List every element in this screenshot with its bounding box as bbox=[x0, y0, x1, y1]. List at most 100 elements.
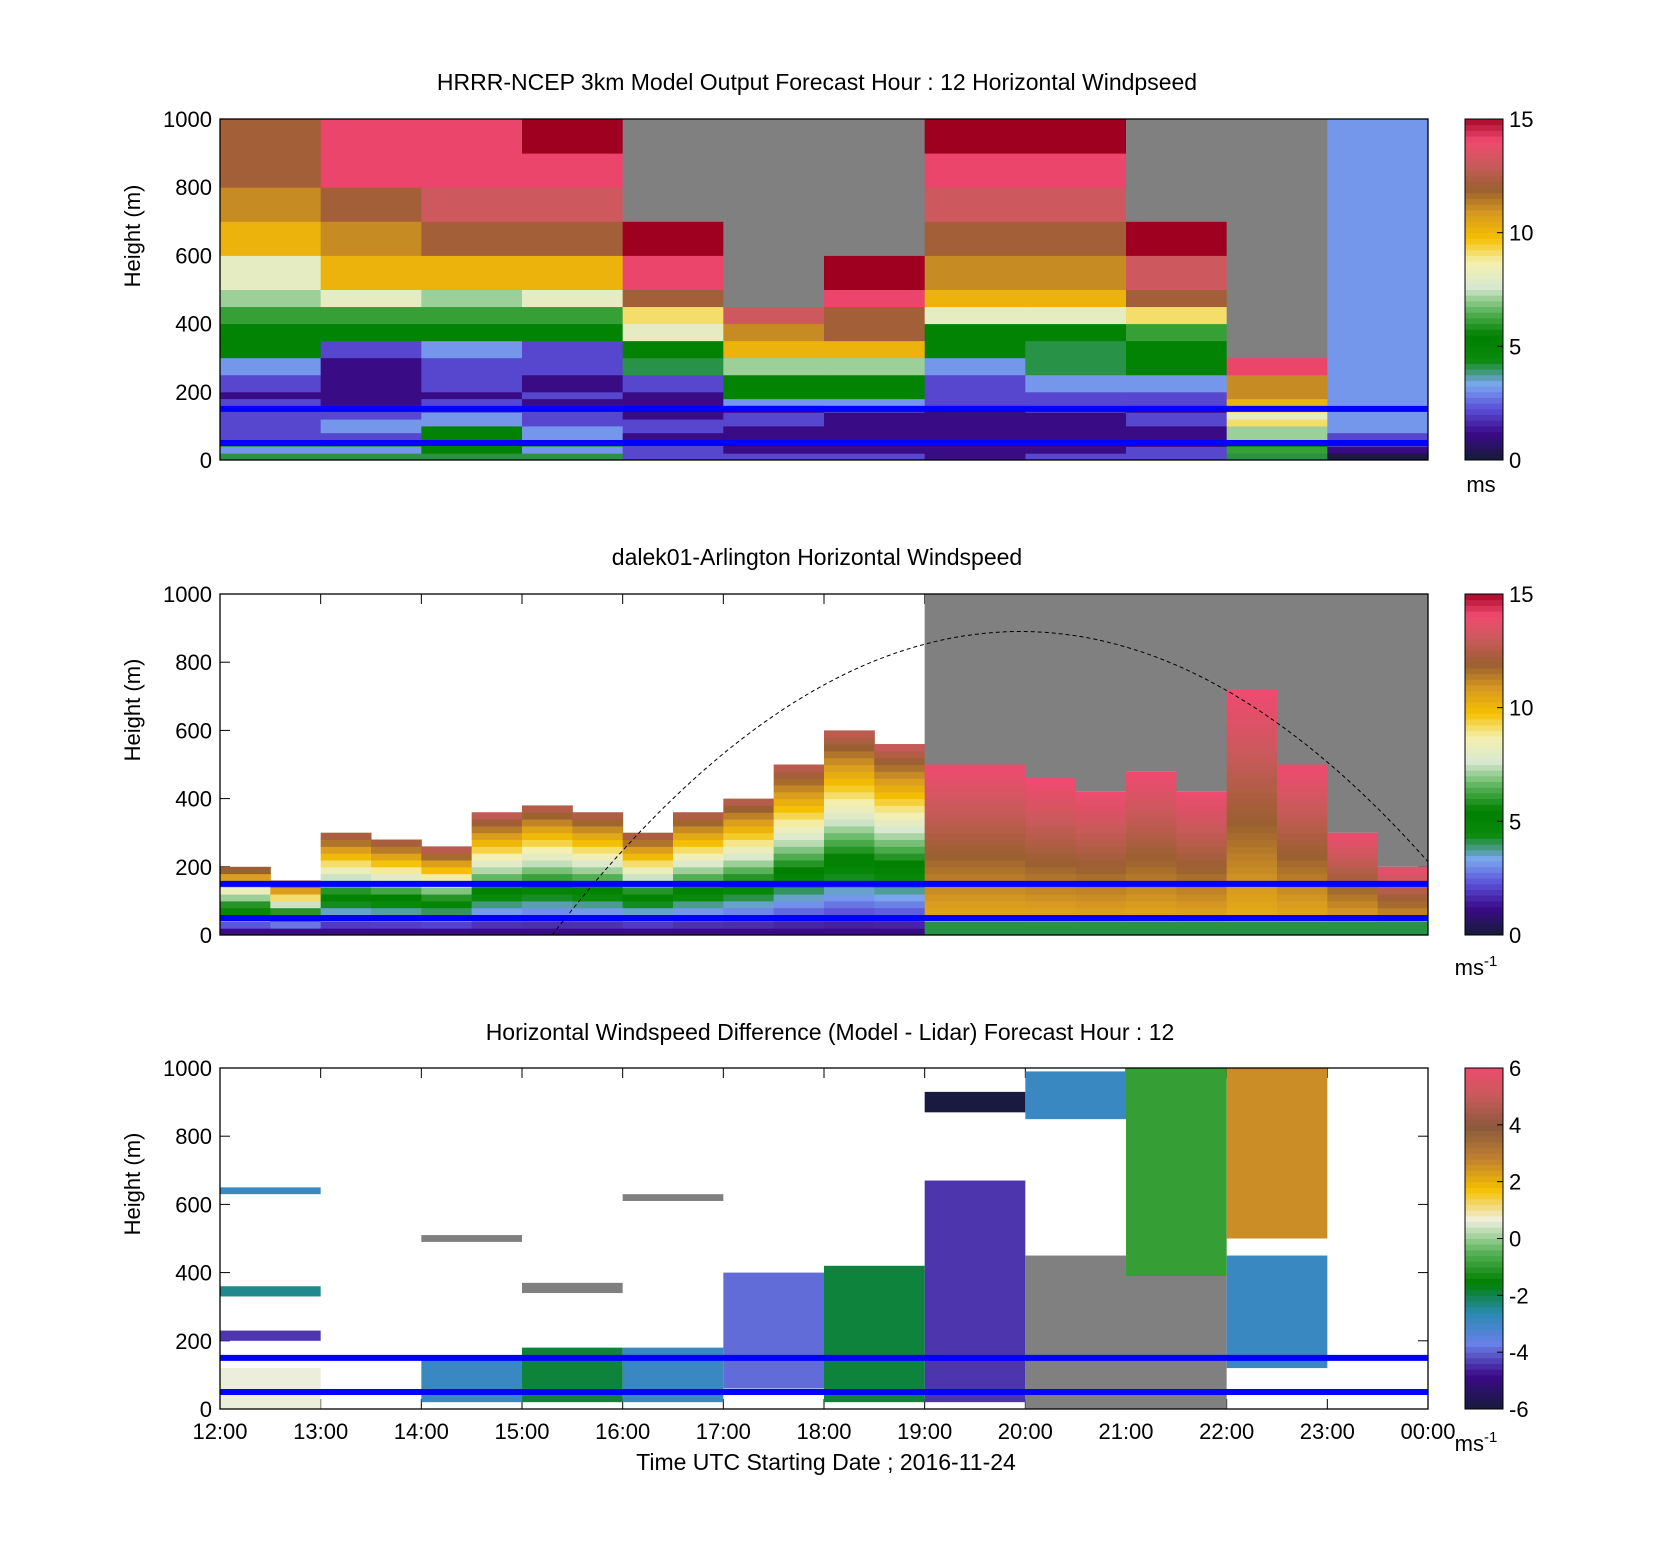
heatmap-cell bbox=[975, 873, 1026, 881]
heatmap-cell bbox=[924, 812, 976, 820]
colorbar-segment bbox=[1465, 798, 1503, 805]
heatmap-cell bbox=[1176, 839, 1228, 847]
heatmap-cell bbox=[874, 791, 926, 800]
heatmap-cell bbox=[320, 907, 372, 916]
x-axis-label: Time UTC Starting Date ; 2016-11-24 bbox=[636, 1449, 1016, 1475]
y-tick-label: 0 bbox=[200, 1397, 212, 1422]
heatmap-cell bbox=[673, 866, 724, 875]
heatmap-cell bbox=[371, 894, 422, 902]
heatmap-cell bbox=[421, 340, 523, 359]
heatmap-cell bbox=[622, 832, 674, 841]
heatmap-cell bbox=[1025, 832, 1077, 841]
heatmap-cell bbox=[924, 928, 976, 936]
heatmap-cell bbox=[622, 153, 724, 188]
heatmap-cell bbox=[1025, 453, 1127, 461]
heatmap-cell bbox=[522, 887, 573, 895]
heatmap-cell bbox=[824, 744, 875, 752]
heatmap-cell bbox=[874, 907, 926, 916]
heatmap-cell bbox=[622, 907, 674, 916]
heatmap-cell bbox=[924, 398, 1026, 406]
colorbar-segment bbox=[1465, 662, 1503, 669]
heatmap-cell bbox=[1126, 255, 1228, 290]
heatmap-cell bbox=[1075, 859, 1127, 868]
boundary-layer-curve bbox=[551, 631, 1429, 936]
heatmap-cell bbox=[622, 419, 724, 427]
colorbar-segment bbox=[1465, 119, 1503, 126]
missing-data-column bbox=[1075, 594, 1127, 792]
heatmap-cell bbox=[421, 357, 523, 376]
heatmap-cell bbox=[522, 374, 624, 393]
heatmap-cell bbox=[421, 323, 523, 342]
heatmap-cell bbox=[1327, 306, 1429, 325]
heatmap-cell bbox=[572, 866, 624, 875]
heatmap-cell bbox=[1277, 784, 1328, 793]
colorbar-segment bbox=[1465, 289, 1503, 296]
missing-data-column bbox=[1176, 594, 1228, 792]
heatmap-cell bbox=[824, 425, 926, 434]
colorbar-segment bbox=[1465, 895, 1503, 902]
heatmap-cell bbox=[1226, 894, 1278, 902]
heatmap-cell bbox=[1226, 425, 1328, 434]
colorbar-segment bbox=[1465, 369, 1503, 376]
heatmap-cell bbox=[1176, 873, 1228, 881]
heatmap-cell bbox=[471, 894, 523, 902]
heatmap-cell bbox=[1377, 866, 1429, 875]
heatmap-cell bbox=[1277, 900, 1328, 909]
colorbar-segment bbox=[1465, 633, 1503, 640]
heatmap-cell bbox=[1277, 791, 1328, 800]
colorbar-segment bbox=[1465, 1329, 1503, 1336]
heatmap-cell bbox=[471, 839, 523, 847]
colorbar-segment bbox=[1465, 158, 1503, 165]
heatmap-cell bbox=[1126, 453, 1228, 461]
heatmap-cell bbox=[270, 907, 322, 916]
y-tick-label: 200 bbox=[175, 855, 212, 880]
heatmap-cell bbox=[622, 119, 724, 154]
heatmap-cell bbox=[723, 374, 825, 393]
heatmap-cell bbox=[773, 846, 825, 854]
heatmap-cell bbox=[1226, 798, 1278, 806]
colorbar-segment bbox=[1465, 1391, 1503, 1399]
heatmap-cell bbox=[522, 119, 624, 154]
heatmap-cell bbox=[270, 900, 322, 909]
heatmap-cell bbox=[924, 846, 976, 854]
heatmap-cell bbox=[1277, 894, 1328, 902]
heatmap-cell bbox=[824, 398, 926, 406]
colorbar-segment bbox=[1465, 1079, 1503, 1086]
heatmap-cell bbox=[874, 744, 926, 752]
heatmap-cell bbox=[1277, 928, 1328, 936]
heatmap-cell bbox=[1226, 771, 1278, 779]
colorbar-tick-label: 5 bbox=[1509, 809, 1521, 834]
heatmap-cell bbox=[1226, 839, 1278, 847]
heatmap-cell bbox=[522, 419, 624, 427]
heatmap-cell bbox=[1226, 866, 1278, 875]
heatmap-cell bbox=[371, 907, 422, 916]
colorbar-segment bbox=[1465, 827, 1503, 834]
heatmap-cell bbox=[220, 391, 322, 400]
heatmap-cell bbox=[622, 900, 674, 909]
heatmap-cell bbox=[471, 866, 523, 875]
heatmap-cell bbox=[1277, 805, 1328, 813]
heatmap-cell bbox=[421, 419, 523, 427]
heatmap-cell bbox=[773, 859, 825, 868]
colorbar-segment bbox=[1465, 232, 1503, 239]
colorbar-tick-label: 10 bbox=[1509, 696, 1533, 721]
colorbar-segment bbox=[1465, 1266, 1503, 1274]
heatmap-cell bbox=[220, 432, 322, 441]
difference-cell bbox=[1126, 1276, 1227, 1409]
colorbar-segment bbox=[1465, 340, 1503, 347]
heatmap-cell bbox=[924, 306, 1026, 325]
heatmap-cell bbox=[874, 778, 926, 786]
heatmap-cell bbox=[471, 921, 523, 929]
heatmap-cell bbox=[1277, 921, 1328, 929]
heatmap-cell bbox=[320, 446, 422, 454]
heatmap-cell bbox=[924, 832, 976, 841]
heatmap-cell bbox=[924, 859, 976, 868]
heatmap-cell bbox=[1277, 771, 1328, 779]
heatmap-cell bbox=[1176, 894, 1228, 902]
heatmap-cell bbox=[572, 846, 624, 854]
heatmap-cell bbox=[270, 894, 322, 902]
heatmap-cell bbox=[1025, 846, 1077, 854]
model-windspeed-panel: HRRR-NCEP 3km Model Output Forecast Hour… bbox=[120, 69, 1533, 497]
heatmap-cell bbox=[1277, 859, 1328, 868]
heatmap-cell bbox=[421, 255, 523, 290]
